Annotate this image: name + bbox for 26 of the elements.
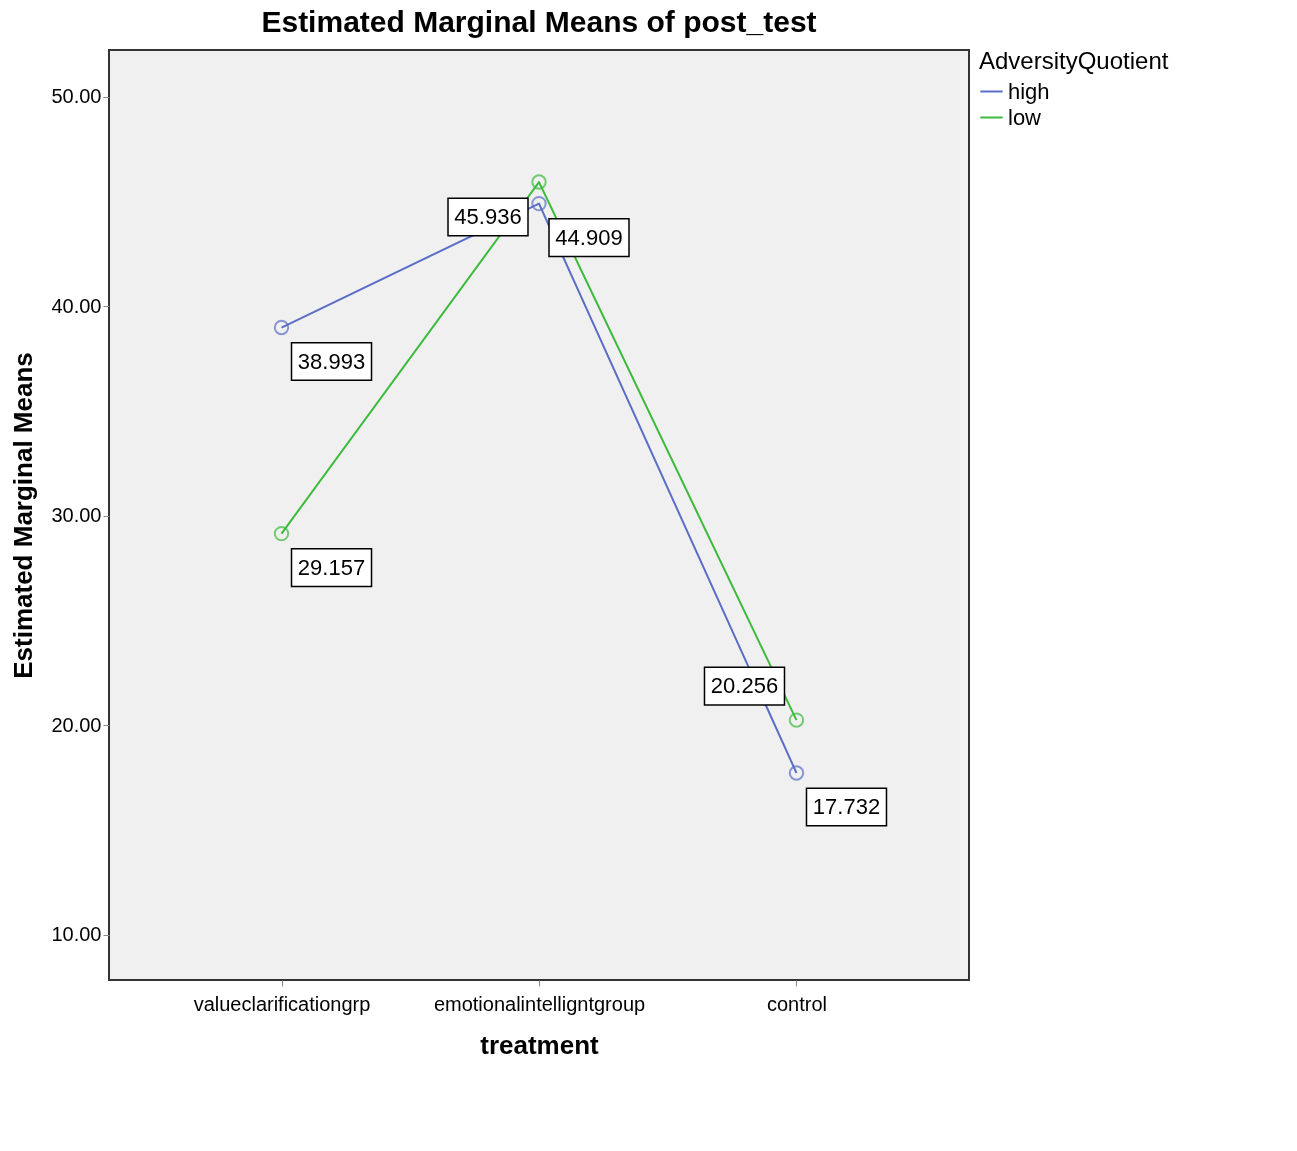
y-tick-label: 10.00: [51, 923, 102, 946]
y-tick-label: 20.00: [51, 713, 102, 736]
x-tick-label: valueclarificationgrp: [193, 992, 371, 1015]
point: [531, 195, 547, 212]
x-tick-label: control: [766, 992, 827, 1015]
legend-title: AdversityQuotient: [979, 47, 1169, 74]
x-axis-title: treatment: [480, 1029, 600, 1060]
legend-label: low: [1008, 104, 1042, 130]
point: [788, 712, 805, 728]
x-tick-label: emotionalintelligntgroup: [433, 992, 646, 1015]
point: [531, 174, 547, 190]
data-label: 38.993: [297, 348, 366, 374]
chart-title: Estimated Marginal Means of post_test: [261, 5, 817, 38]
y-tick-label: 30.00: [51, 504, 102, 527]
point: [273, 319, 290, 336]
y-axis-title: Estimated Marginal Means: [8, 352, 39, 679]
data-label: 44.909: [555, 224, 623, 250]
data-label: 29.157: [297, 554, 366, 580]
point: [788, 765, 805, 781]
point: [273, 525, 290, 542]
y-tick-label: 50.00: [51, 85, 102, 108]
data-label: 17.732: [812, 793, 881, 819]
data-label: 20.256: [710, 673, 779, 699]
data-label: 45.936: [454, 204, 522, 230]
legend-label: high: [1008, 78, 1050, 104]
y-tick-label: 40.00: [51, 294, 102, 317]
